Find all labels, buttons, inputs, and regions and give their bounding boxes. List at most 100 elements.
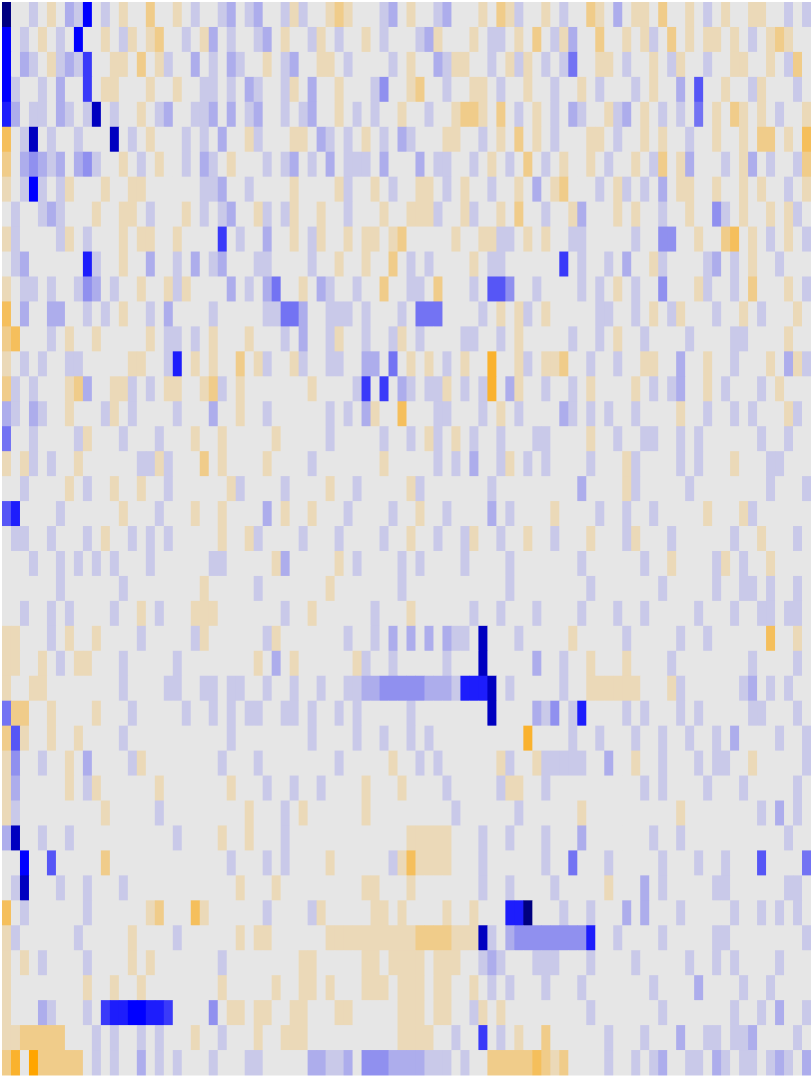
heatmap-cell [127, 226, 138, 253]
heatmap-cell [631, 725, 641, 752]
heatmap-cell [424, 201, 434, 228]
heatmap-cell [262, 26, 273, 53]
heatmap-cell [640, 426, 650, 452]
heatmap-cell [613, 950, 623, 976]
heatmap-cell [55, 176, 66, 203]
heatmap-cell [622, 426, 632, 452]
heatmap-cell [37, 700, 48, 727]
heatmap-cell [37, 526, 48, 552]
heatmap-cell [352, 725, 363, 752]
heatmap-cell [604, 1000, 614, 1026]
heatmap-cell [631, 1025, 641, 1051]
heatmap-cell [289, 51, 300, 78]
heatmap-cell [802, 675, 811, 702]
heatmap-cell [685, 251, 695, 277]
heatmap-cell [307, 226, 318, 253]
heatmap-cell [460, 526, 470, 552]
heatmap-cell [442, 301, 452, 327]
heatmap-cell [226, 825, 237, 851]
heatmap-cell [28, 276, 39, 302]
heatmap-cell [262, 725, 273, 752]
heatmap-cell [712, 401, 722, 427]
heatmap-cell [550, 600, 560, 627]
heatmap-cell [460, 276, 470, 302]
heatmap-cell [775, 975, 785, 1001]
heatmap-cell [145, 326, 156, 352]
heatmap-cell [397, 226, 407, 253]
heatmap-cell [478, 750, 488, 777]
heatmap-cell [451, 975, 461, 1001]
heatmap-cell [199, 2, 210, 28]
heatmap-cell [397, 351, 407, 377]
heatmap-cell [451, 251, 461, 277]
heatmap-cell [784, 700, 794, 727]
heatmap-cell [109, 550, 120, 577]
heatmap-cell [766, 201, 776, 228]
heatmap-cell [595, 550, 605, 577]
heatmap-cell [505, 600, 515, 627]
heatmap-cell [19, 101, 30, 128]
heatmap-cell [298, 625, 309, 652]
heatmap-cell [55, 151, 66, 178]
heatmap-cell [532, 975, 542, 1001]
heatmap-cell [127, 426, 138, 452]
heatmap-cell [766, 301, 776, 327]
heatmap-cell [226, 201, 237, 228]
heatmap-cell [514, 575, 524, 602]
heatmap-cell [568, 1050, 578, 1076]
heatmap-cell [451, 750, 461, 777]
heatmap-cell [100, 51, 111, 78]
heatmap-cell [496, 825, 506, 851]
heatmap-cell [253, 625, 264, 652]
heatmap-cell [532, 226, 542, 253]
heatmap-cell [397, 775, 407, 802]
heatmap-cell [154, 176, 165, 203]
heatmap-cell [154, 850, 165, 876]
heatmap-cell [478, 550, 488, 577]
heatmap-cell [478, 201, 488, 228]
heatmap-cell [352, 201, 363, 228]
heatmap-cell [424, 326, 434, 352]
heatmap-cell [118, 51, 129, 78]
heatmap-cell [91, 151, 102, 178]
heatmap-cell [343, 76, 354, 103]
heatmap-cell [190, 51, 201, 78]
heatmap-cell [640, 675, 650, 702]
heatmap-cell [667, 875, 677, 901]
heatmap-cell [325, 151, 336, 178]
heatmap-cell [442, 725, 452, 752]
heatmap-cell [253, 875, 264, 901]
heatmap-cell [793, 26, 803, 53]
heatmap-cell [118, 176, 129, 203]
heatmap-cell [712, 875, 722, 901]
heatmap-cell [487, 426, 497, 452]
heatmap-cell [415, 451, 425, 477]
heatmap-cell [469, 725, 479, 752]
heatmap-cell [136, 2, 147, 28]
heatmap-cell [19, 151, 30, 178]
heatmap-cell [235, 775, 246, 802]
heatmap-cell [208, 401, 219, 427]
heatmap-cell [532, 550, 542, 577]
heatmap-cell [334, 76, 345, 103]
heatmap-cell [145, 276, 156, 302]
heatmap-cell [136, 351, 147, 377]
heatmap-cell [802, 700, 811, 727]
heatmap-cell [379, 600, 390, 627]
heatmap-cell [271, 126, 282, 153]
heatmap-cell [361, 526, 372, 552]
heatmap-cell [289, 276, 300, 302]
heatmap-cell [361, 1025, 372, 1051]
heatmap-cell [496, 775, 506, 802]
heatmap-cell [208, 800, 219, 826]
heatmap-cell [343, 925, 354, 951]
heatmap-cell [253, 126, 264, 153]
heatmap-cell [64, 1000, 75, 1026]
heatmap-cell [496, 126, 506, 153]
heatmap-cell [730, 176, 740, 203]
heatmap-cell [595, 825, 605, 851]
heatmap-cell [2, 850, 12, 876]
heatmap-cell [721, 376, 731, 402]
heatmap-cell [37, 126, 48, 153]
heatmap-cell [514, 1025, 524, 1051]
